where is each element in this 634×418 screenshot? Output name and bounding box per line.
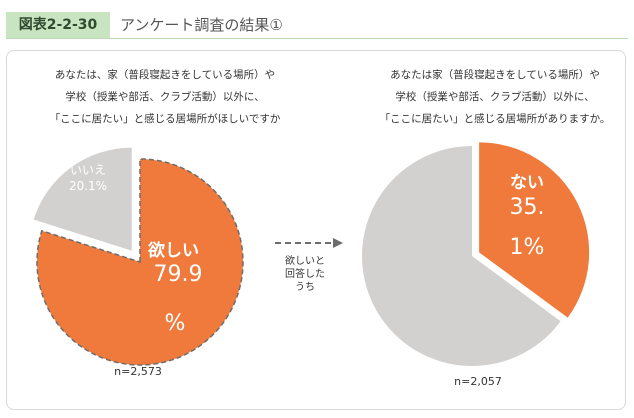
- pie-slice-remaining: [361, 145, 561, 366]
- left-sample-size: n=2,573: [114, 365, 162, 378]
- left-question: あなたは、家（普段寝起きをしている場所）や 学校（授業や部活、クラブ活動）以外に…: [40, 64, 290, 130]
- slice-label-no: いいえ: [70, 163, 106, 177]
- pie-slice-no: [33, 147, 132, 251]
- arrow-caption-line: 欲しいと: [285, 254, 325, 267]
- slice-label-none: ない: [510, 173, 544, 193]
- arrow-head-icon: [333, 238, 343, 248]
- slice-unit-none: 1%: [510, 235, 545, 260]
- pie-slice-none: [479, 142, 590, 318]
- right-pie: ない 35. 1% n=2,057: [361, 142, 590, 388]
- slice-value-no: 20.1%: [69, 179, 107, 193]
- figure-title: アンケート調査の結果①: [120, 16, 283, 34]
- arrow-caption-line: うち: [295, 281, 315, 293]
- right-question: あなたは家（普段寝起きをしている場所）や 学校（授業や部活、クラブ活動）以外に、…: [370, 64, 620, 130]
- header-divider: [6, 38, 628, 39]
- figure-header: 図表2-2-30 アンケート調査の結果①: [0, 0, 634, 40]
- slice-value-none: 35.: [510, 195, 545, 220]
- slice-value-want: 79.9: [154, 262, 203, 287]
- arrow-caption-line: 回答した: [285, 267, 325, 280]
- flow-arrow: 欲しいと 回答した うち: [275, 238, 343, 293]
- left-pie: 欲しい 79.9 % いいえ 20.1% n=2,573: [33, 147, 244, 378]
- slice-unit-want: %: [165, 311, 186, 336]
- pie-slice-want: [36, 158, 244, 366]
- left-question-line: あなたは、家（普段寝起きをしている場所）や: [54, 69, 276, 81]
- left-question-line: 学校（授業や部活、クラブ活動）以外に、: [65, 91, 265, 103]
- slice-label-want: 欲しい: [147, 240, 199, 261]
- right-sample-size: n=2,057: [454, 375, 502, 388]
- right-question-line: 学校（授業や部活、クラブ活動）以外に、: [395, 91, 595, 103]
- right-question-line: あなたは家（普段寝起きをしている場所）や: [390, 69, 600, 81]
- figure-number-badge: 図表2-2-30: [6, 12, 110, 38]
- left-question-line: 「ここに居たい」と感じる居場所がほしいですか: [49, 113, 281, 125]
- right-question-line: 「ここに居たい」と感じる居場所がありますか。: [379, 113, 611, 125]
